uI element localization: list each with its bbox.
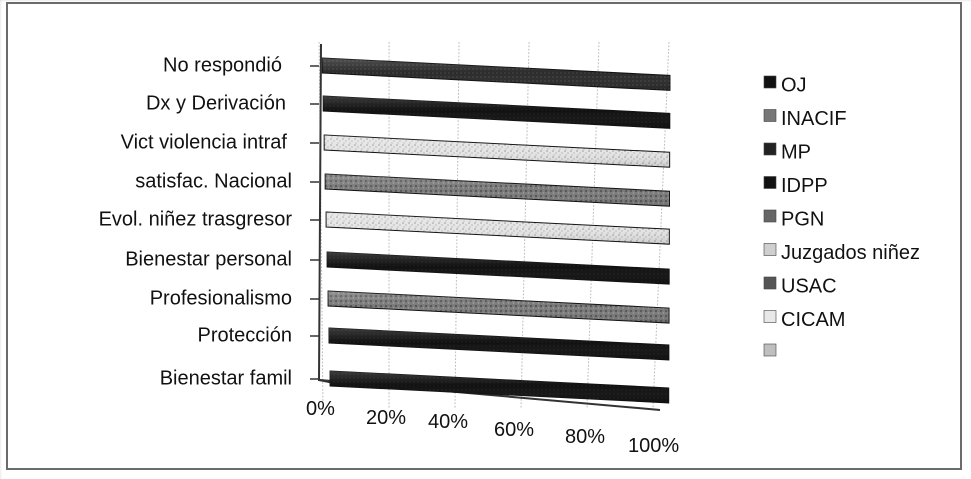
category-label: Bienestar famil — [160, 367, 292, 389]
x-tick-label: 100% — [628, 435, 679, 457]
bars — [321, 57, 671, 404]
category-label: Evol. niñez trasgresor — [99, 208, 293, 230]
legend-label: INACIF — [781, 108, 847, 130]
category-labels: No respondió Dx y Derivación Vict violenci… — [99, 54, 293, 389]
y-axis-line — [317, 43, 335, 384]
bar-shading — [330, 371, 669, 403]
category-label: Protección — [198, 324, 293, 346]
bar-shading — [325, 174, 670, 207]
category-label: No respondió — [163, 54, 282, 76]
legend-label: MP — [781, 141, 811, 163]
x-tick-label: 40% — [428, 411, 468, 433]
bar-shading — [327, 252, 670, 285]
bar-shading — [323, 96, 670, 129]
bar-shading — [324, 135, 670, 168]
category-label: Profesionalismo — [150, 287, 292, 309]
category-label: Bienestar personal — [125, 248, 292, 270]
x-tick-label: 20% — [366, 407, 406, 429]
legend-swatch — [763, 209, 777, 223]
bar-shading — [326, 212, 670, 245]
x-tick-labels: 0% 20% 40% 60% 80% 100% — [306, 398, 679, 457]
legend-label: OJ — [781, 74, 807, 96]
category-label: Vict violencia intraf — [121, 131, 288, 153]
bar-shading — [329, 328, 669, 360]
bar-shading — [328, 291, 670, 324]
category-label: Dx y Derivación — [146, 92, 286, 114]
legend-swatch — [763, 243, 777, 256]
legend-swatch — [763, 343, 777, 357]
legend-swatch — [763, 310, 777, 323]
legend-label: CICAM — [781, 309, 845, 331]
legend-swatch — [763, 109, 777, 122]
category-label: satisfac. Nacional — [135, 170, 292, 192]
legend-label: IDPP — [781, 175, 828, 197]
x-tick-label: 60% — [494, 419, 534, 441]
legend-label: USAC — [781, 275, 837, 297]
x-tick-label: 0% — [306, 398, 335, 420]
legend-label: PGN — [781, 208, 824, 230]
x-tick-label: 80% — [565, 426, 605, 448]
legend-swatch — [763, 176, 777, 189]
legend-swatch — [763, 276, 777, 290]
legend: OJ INACIF MP IDPP PGN Juzgados niñez USAC CICAM — [763, 74, 920, 357]
legend-label: Juzgados niñez — [781, 242, 920, 264]
legend-swatch — [763, 142, 777, 156]
bar-shading — [322, 58, 670, 91]
legend-swatch — [763, 75, 777, 89]
